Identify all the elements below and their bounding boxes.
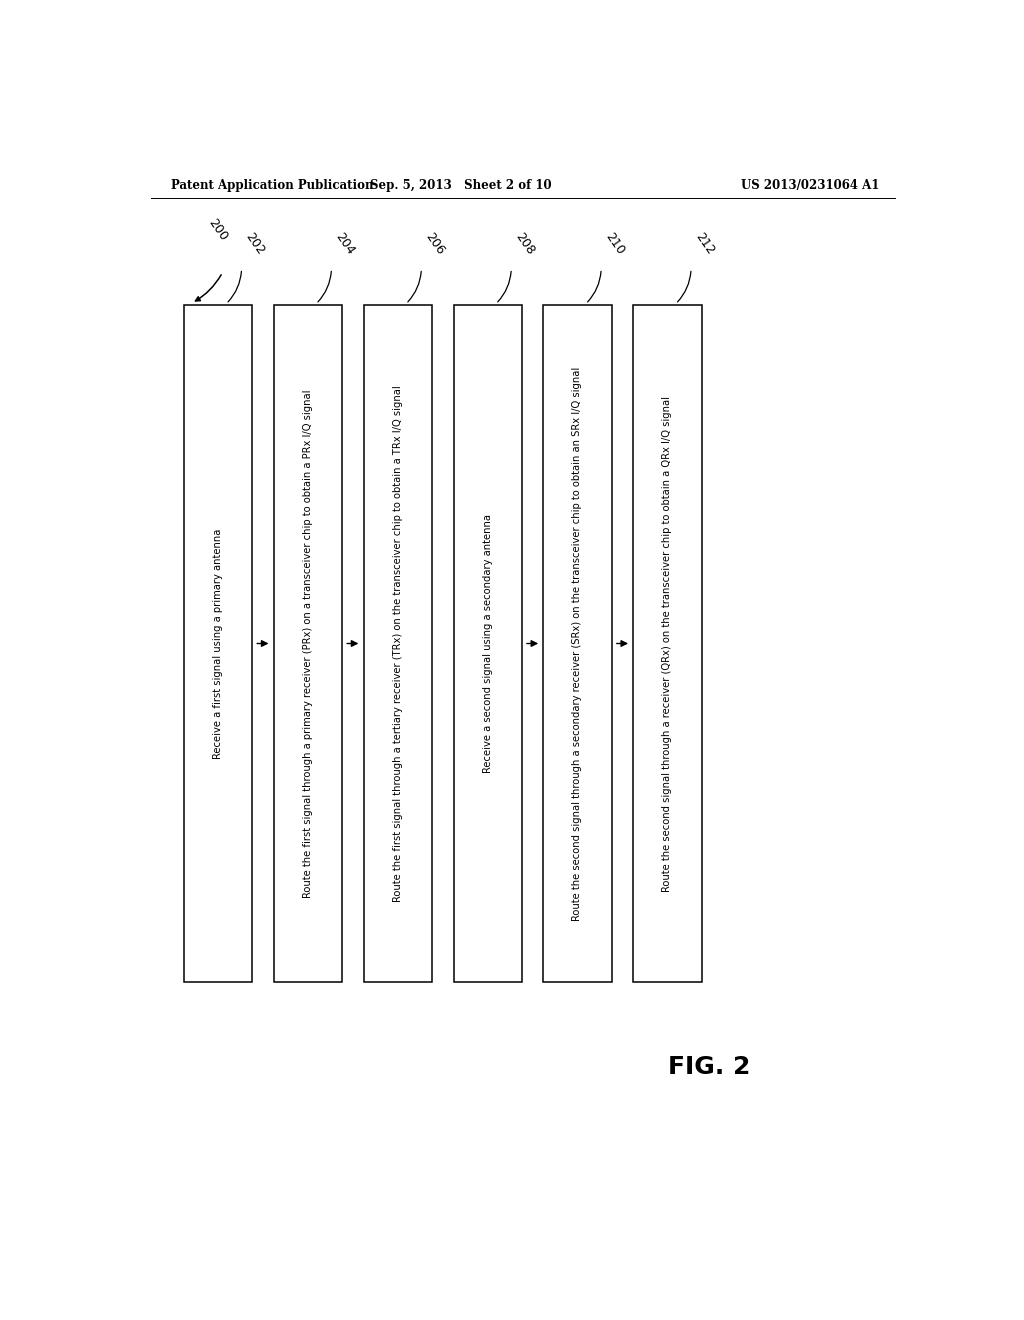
Bar bbox=[454, 305, 521, 982]
Text: Route the first signal through a tertiary receiver (TRx) on the transceiver chip: Route the first signal through a tertiar… bbox=[392, 385, 402, 902]
Bar bbox=[183, 305, 252, 982]
Text: 212: 212 bbox=[692, 230, 717, 257]
Text: 210: 210 bbox=[603, 230, 627, 257]
Text: 200: 200 bbox=[206, 216, 229, 243]
Bar bbox=[633, 305, 701, 982]
Text: 202: 202 bbox=[243, 230, 267, 257]
Text: 206: 206 bbox=[423, 230, 447, 257]
Bar bbox=[544, 305, 611, 982]
Text: Receive a second signal using a secondary antenna: Receive a second signal using a secondar… bbox=[482, 513, 493, 774]
Text: Receive a first signal using a primary antenna: Receive a first signal using a primary a… bbox=[213, 528, 223, 759]
Text: US 2013/0231064 A1: US 2013/0231064 A1 bbox=[741, 178, 880, 191]
Bar bbox=[273, 305, 342, 982]
Text: Patent Application Publication: Patent Application Publication bbox=[171, 178, 373, 191]
Text: 208: 208 bbox=[513, 230, 538, 257]
Text: Route the second signal through a secondary receiver (SRx) on the transceiver ch: Route the second signal through a second… bbox=[572, 367, 583, 920]
Text: Route the first signal through a primary receiver (PRx) on a transceiver chip to: Route the first signal through a primary… bbox=[303, 389, 312, 898]
Text: Sep. 5, 2013   Sheet 2 of 10: Sep. 5, 2013 Sheet 2 of 10 bbox=[371, 178, 552, 191]
Text: Route the second signal through a receiver (QRx) on the transceiver chip to obta: Route the second signal through a receiv… bbox=[663, 396, 673, 891]
Bar bbox=[364, 305, 432, 982]
Text: FIG. 2: FIG. 2 bbox=[668, 1055, 751, 1078]
Text: 204: 204 bbox=[333, 230, 357, 257]
